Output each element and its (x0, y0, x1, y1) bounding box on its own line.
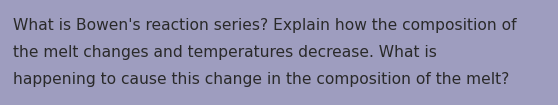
Text: What is Bowen's reaction series? Explain how the composition of: What is Bowen's reaction series? Explain… (13, 18, 517, 33)
Text: the melt changes and temperatures decrease. What is: the melt changes and temperatures decrea… (13, 45, 437, 60)
Text: happening to cause this change in the composition of the melt?: happening to cause this change in the co… (13, 72, 509, 87)
